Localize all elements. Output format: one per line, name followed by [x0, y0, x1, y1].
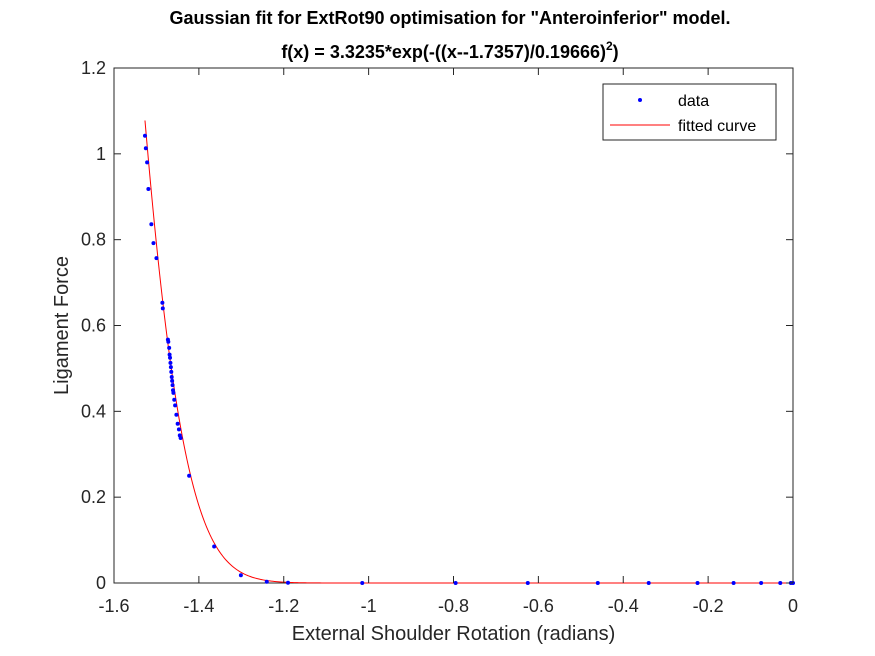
x-tick-label: -1 [361, 596, 377, 616]
data-point [154, 256, 159, 261]
data-point [170, 383, 175, 388]
data-point [172, 397, 177, 402]
data-point [171, 390, 176, 395]
data-point [149, 222, 154, 227]
data-point [166, 339, 171, 344]
x-tick-label: -0.6 [523, 596, 554, 616]
x-tick-label: 0 [788, 596, 798, 616]
fitted-curve-line [144, 120, 793, 584]
data-point [646, 581, 651, 585]
data-point [778, 581, 783, 585]
data-point [595, 581, 600, 585]
y-axis-label: Ligament Force [51, 256, 73, 395]
data-point [453, 581, 458, 585]
plot-area [113, 67, 794, 584]
y-tick-label: 0.8 [81, 230, 106, 250]
data-point [175, 421, 180, 426]
x-axis-label: External Shoulder Rotation (radians) [292, 623, 616, 645]
data-point [142, 133, 147, 138]
data-point [168, 360, 173, 365]
data-point [169, 369, 174, 374]
data-point [360, 581, 365, 585]
fitted-curve-layer [144, 120, 793, 584]
x-tick-label: -1.4 [183, 596, 214, 616]
data-point [525, 581, 530, 585]
data-point [160, 306, 165, 311]
data-points-layer [142, 133, 795, 585]
data-point [178, 435, 183, 440]
y-tick-label: 0.2 [81, 487, 106, 507]
chart-title-line1: Gaussian fit for ExtRot90 optimisation f… [169, 8, 730, 28]
data-point [174, 412, 179, 417]
axis-ticks: -1.6 -1.4 -1.2 -1 -0.8 -0.6 -0.4 -0.2 0 0 0.2 0.4 0.… [81, 58, 798, 616]
data-point [167, 345, 172, 350]
title-exponent: 2 [606, 39, 613, 53]
x-tick-label: -1.2 [268, 596, 299, 616]
data-point [173, 403, 178, 408]
y-tick-label: 0 [96, 573, 106, 593]
y-tick-label: 1.2 [81, 58, 106, 78]
data-point [285, 580, 290, 585]
data-point [731, 581, 736, 585]
y-tick-label: 0.4 [81, 401, 106, 421]
title-formula-end: ) [613, 42, 619, 62]
data-point [187, 473, 192, 478]
y-tick-label: 1 [96, 144, 106, 164]
data-point [168, 365, 173, 370]
data-point [759, 581, 764, 585]
x-tick-label: -0.8 [438, 596, 469, 616]
data-point [695, 581, 700, 585]
x-tick-label: -0.2 [693, 596, 724, 616]
legend-data-marker [638, 98, 642, 102]
data-point [151, 241, 156, 246]
legend-label-data: data [678, 93, 709, 110]
data-point [160, 300, 165, 305]
chart-title-line2: f(x) = 3.3235*exp(-((x--1.7357)/0.19666)… [281, 39, 618, 62]
x-tick-label: -0.4 [608, 596, 639, 616]
title-formula: f(x) = 3.3235*exp(-((x--1.7357)/0.19666) [281, 42, 606, 62]
legend: data fitted curve [602, 83, 777, 141]
x-tick-label: -1.6 [98, 596, 129, 616]
data-point [167, 352, 172, 357]
data-point [176, 427, 181, 432]
data-point [143, 146, 148, 151]
data-point [212, 544, 217, 549]
data-point [170, 378, 175, 383]
data-point [169, 375, 174, 379]
data-point [146, 187, 151, 192]
data-point [238, 573, 243, 578]
legend-box [602, 83, 777, 141]
data-point [264, 579, 269, 584]
data-point [145, 160, 150, 165]
data-point [168, 355, 173, 360]
legend-label-fit: fitted curve [678, 118, 756, 135]
y-tick-label: 0.6 [81, 316, 106, 336]
